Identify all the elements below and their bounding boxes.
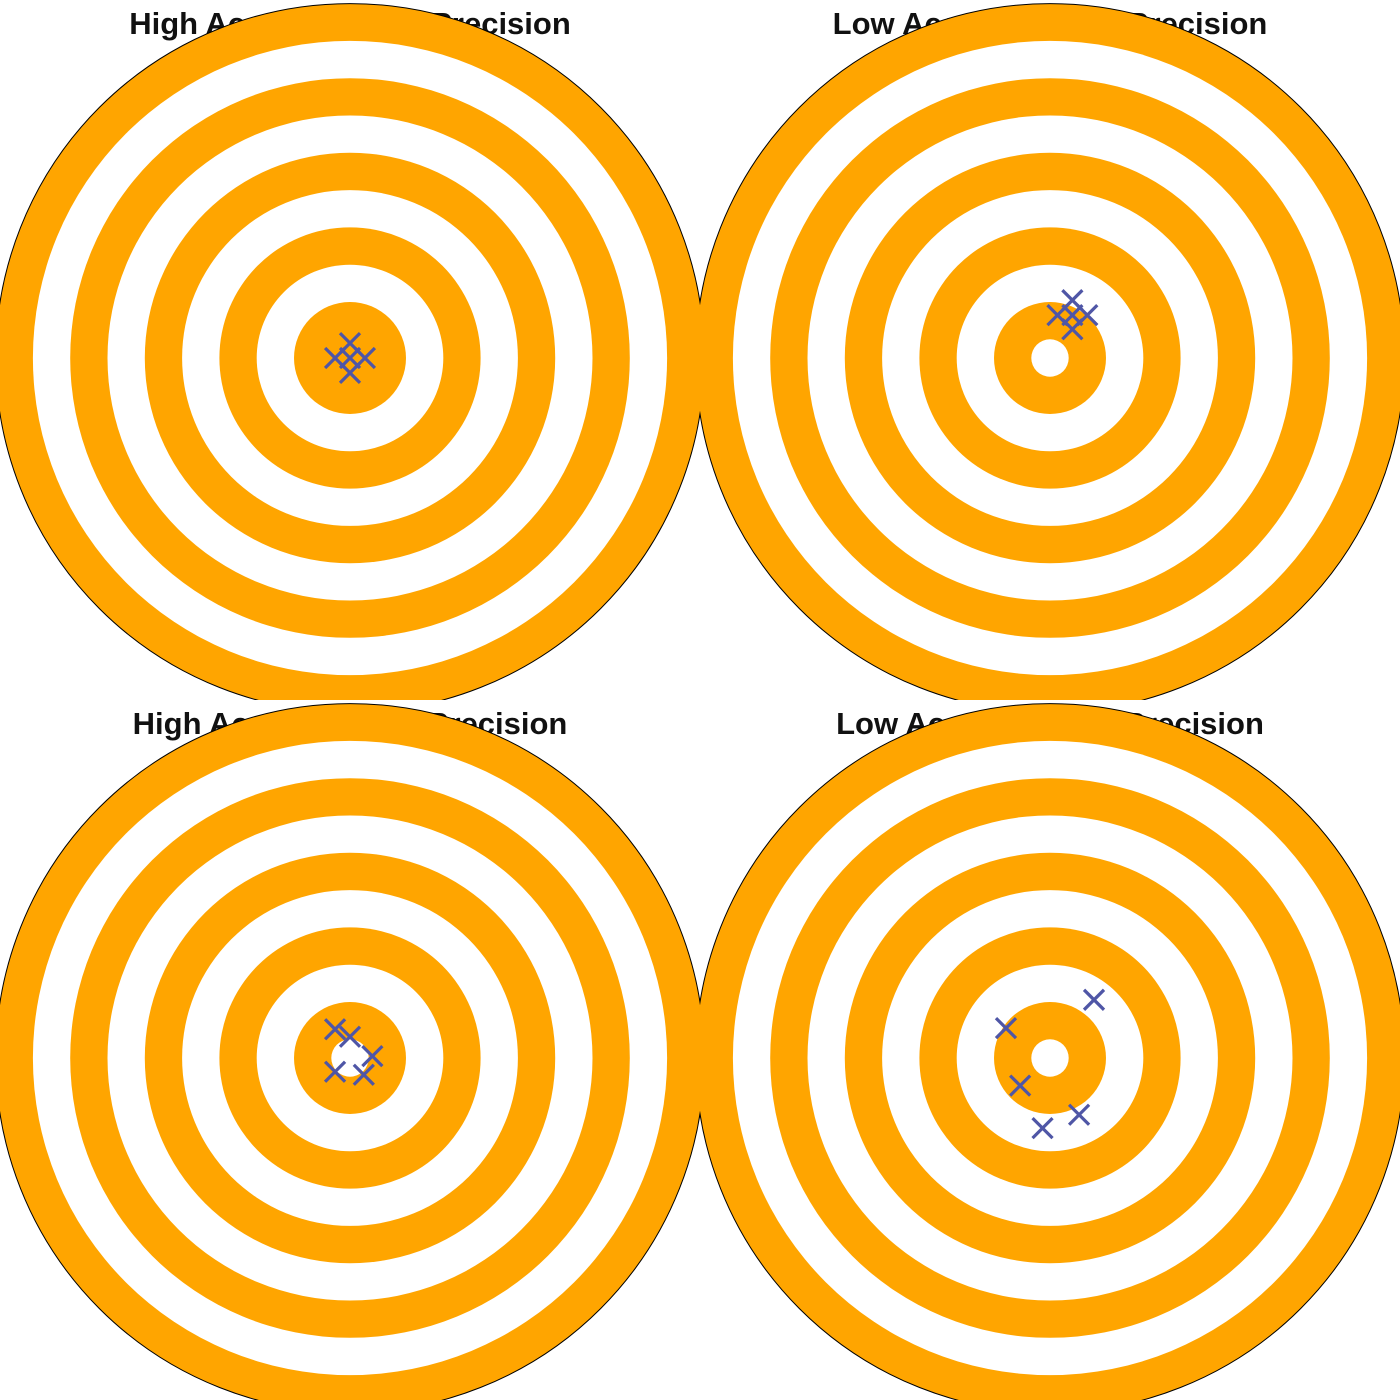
panel-high-accuracy-low-precision: High Accuracy Low Precision: [0, 700, 700, 1400]
target-gap: [1031, 1039, 1069, 1077]
target-board: [0, 3, 700, 700]
hit-marker-stroke: [1061, 318, 1084, 341]
hit-marker-stroke: [338, 1025, 362, 1048]
hit-marker: [352, 1063, 375, 1086]
hit-marker: [338, 361, 362, 385]
hit-marker-stroke: [1009, 1074, 1032, 1097]
hit-marker-stroke: [1082, 988, 1106, 1011]
hit-marker: [1067, 1103, 1091, 1126]
hit-marker: [1082, 988, 1106, 1011]
target-board: [700, 3, 1400, 700]
hit-marker-stroke: [1031, 1116, 1054, 1140]
hit-marker: [1031, 1116, 1054, 1140]
hit-marker-stroke: [1067, 1103, 1091, 1126]
hit-marker-stroke: [994, 1017, 1018, 1040]
hit-marker: [994, 1017, 1018, 1040]
hit-marker: [323, 1060, 347, 1083]
hit-marker: [323, 1018, 347, 1041]
hit-marker-stroke: [338, 361, 362, 385]
hit-marker: [361, 1045, 384, 1068]
target-board: [0, 703, 700, 1400]
hit-marker-stroke: [323, 1018, 347, 1041]
hit-marker-stroke: [361, 1045, 384, 1068]
hit-marker-stroke: [323, 1060, 347, 1083]
panel-high-accuracy-high-precision: High Accuracy High Precision: [0, 0, 700, 700]
hit-marker-stroke: [352, 1063, 375, 1086]
panel-low-accuracy-low-precision: Low Accuracy Low Precision: [700, 700, 1400, 1400]
panel-low-accuracy-high-precision: Low Accuracy High Precision: [700, 0, 1400, 700]
target-gap: [1031, 339, 1069, 377]
hit-marker: [338, 1025, 362, 1048]
hit-marker: [1009, 1074, 1032, 1097]
target-board: [700, 703, 1400, 1400]
hit-marker: [1061, 318, 1084, 341]
